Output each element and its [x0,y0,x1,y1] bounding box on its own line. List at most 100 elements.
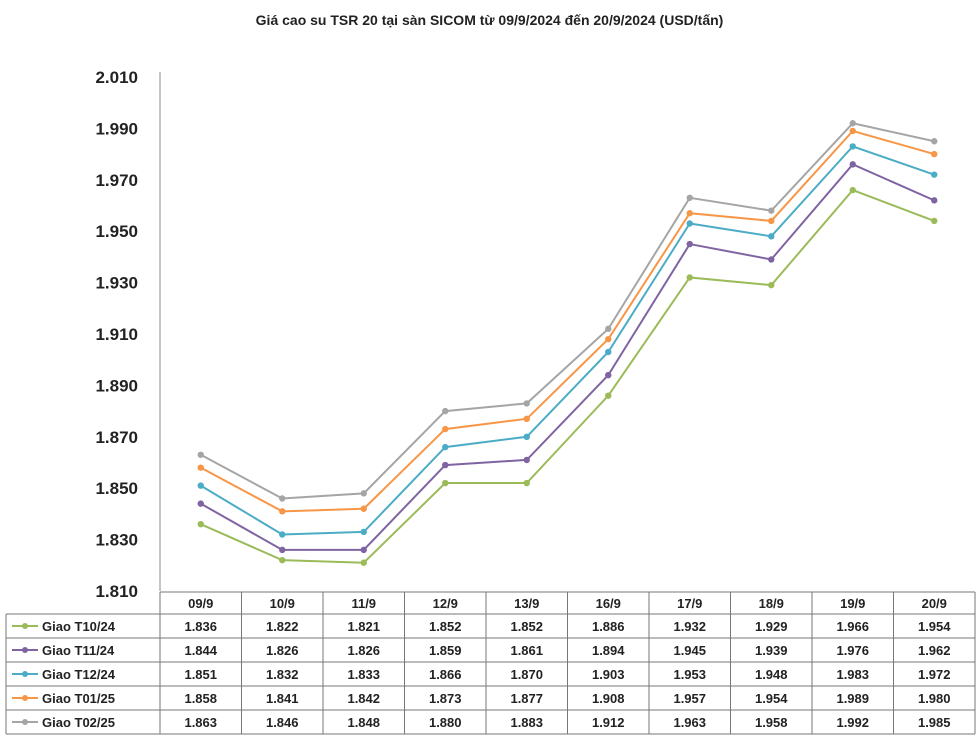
data-label: 1.939 [755,643,788,658]
data-point [605,325,612,333]
data-label: 1.945 [673,643,706,658]
data-point [768,207,775,214]
series-points [197,120,938,566]
y-tick-label: 1.850 [95,479,138,498]
data-point [931,217,938,225]
data-label: 1.880 [429,715,462,730]
data-point [523,456,530,464]
data-label: 1.980 [918,691,951,706]
y-tick-label: 1.910 [95,325,138,344]
y-tick-label: 1.890 [95,376,138,395]
data-point [931,197,938,204]
table-row: Giao T11/24 1.844 1.826 1.826 1.859 1.861 1.89… [12,643,951,658]
data-label: 1.983 [836,667,869,682]
data-point [605,392,612,399]
x-tick-label: 10/9 [270,596,295,611]
series-lines [200,122,935,564]
legend-marker [22,647,28,653]
data-point [686,274,693,281]
data-label: 1.932 [673,619,706,634]
data-point [279,546,286,554]
data-label: 1.821 [347,619,380,634]
data-label: 1.826 [266,643,299,658]
data-point [442,461,449,469]
data-label: 1.886 [592,619,625,634]
data-label: 1.822 [266,619,299,634]
data-point [605,335,612,343]
data-point [849,120,856,127]
series-line [200,129,935,513]
data-point [686,210,693,217]
y-tick-label: 1.870 [95,428,138,447]
data-label: 1.851 [184,667,217,682]
data-point [442,425,449,433]
data-label: 1.953 [673,667,706,682]
data-label: 1.873 [429,691,462,706]
data-label: 1.833 [347,667,380,682]
data-label: 1.972 [918,667,951,682]
data-label: 1.844 [184,643,217,658]
data-point [360,505,367,512]
data-point [849,127,856,135]
data-label: 1.842 [347,691,380,706]
legend-label: Giao T11/24 [42,643,115,658]
data-label: 1.962 [918,643,951,658]
data-label: 1.948 [755,667,788,682]
data-label: 1.903 [592,667,625,682]
data-label: 1.894 [592,643,625,658]
data-label: 1.954 [918,619,951,634]
data-label: 1.826 [347,643,380,658]
data-point [686,194,693,201]
data-point [849,161,856,168]
data-point [686,240,693,248]
table-row: Giao T01/25 1.858 1.841 1.842 1.873 1.877 1.90… [12,691,951,706]
data-label: 1.992 [836,715,869,730]
data-point [197,482,204,489]
data-point [360,546,367,554]
series-line [200,145,935,536]
data-point [197,520,204,528]
table-row: Giao T02/25 1.863 1.846 1.848 1.880 1.883 1.91… [12,715,951,730]
series-line [200,122,935,500]
data-label: 1.883 [510,715,543,730]
data-label: 1.908 [592,691,625,706]
data-label: 1.863 [184,715,217,730]
data-point [197,451,204,458]
data-point [279,508,286,515]
legend-label: Giao T12/24 [42,667,116,682]
data-label: 1.985 [918,715,951,730]
data-point [605,371,612,379]
data-point [197,464,204,471]
data-point [523,433,530,440]
data-label: 1.929 [755,619,788,634]
legend-label: Giao T10/24 [42,619,116,634]
x-tick-label: 12/9 [433,596,458,611]
data-point [931,138,938,145]
y-tick-label: 2.010 [95,68,138,87]
data-label: 1.963 [673,715,706,730]
data-label: 1.859 [429,643,462,658]
y-tick-label: 1.810 [95,582,138,601]
data-point [768,217,775,225]
y-tick-label: 1.970 [95,171,138,190]
data-label: 1.866 [429,667,462,682]
data-table: 09/9 10/9 11/9 12/9 13/9 16/9 17/9 18/9 19/9 20/9… [5,591,976,735]
data-label: 1.976 [836,643,869,658]
data-point [442,443,449,451]
y-tick-label: 1.990 [95,119,138,138]
data-label: 1.841 [266,691,299,706]
data-label: 1.870 [510,667,543,682]
data-point [768,281,775,289]
x-tick-label: 17/9 [677,596,702,611]
data-label: 1.912 [592,715,625,730]
data-point [931,171,938,178]
data-label: 1.832 [266,667,299,682]
legend-label: Giao T02/25 [42,715,115,730]
legend-marker [22,623,28,629]
series-line [200,188,935,564]
data-point [360,559,367,566]
data-label: 1.848 [347,715,380,730]
x-tick-label: 11/9 [351,596,376,611]
chart-title: Giá cao su TSR 20 tại sàn SICOM từ 09/9/… [255,12,724,28]
